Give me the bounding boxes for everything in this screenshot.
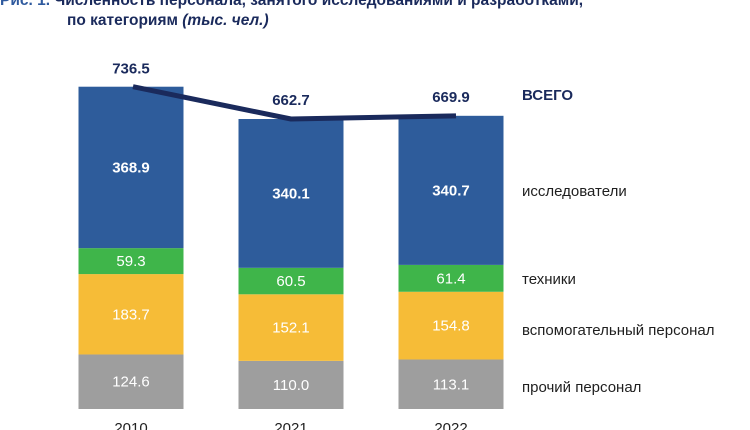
x-tick-2022: 2022 [434,420,467,430]
bar-segment-вспомогательный-персонал-2021 [238,294,344,361]
bar-segment-исследователи-2022 [398,115,504,265]
bar-segment-исследователи-2010 [78,86,184,249]
bar-segment-вспомогательный-персонал-2010 [78,274,184,355]
value-label-вспомогательный-персонал-2021: 152.1 [272,320,310,337]
value-label-исследователи-2010: 368.9 [112,159,150,176]
bar-segment-вспомогательный-персонал-2022 [398,291,504,360]
bar-segment-техники-2021 [238,267,344,295]
total-label-2010: 736.5 [112,61,150,78]
value-label-исследователи-2022: 340.7 [432,182,470,199]
total-label-2021: 662.7 [272,92,310,109]
x-tick-2010: 2010 [114,420,147,430]
legend-техники: техники [522,271,576,288]
total-label-2022: 669.9 [432,89,470,106]
bar-segment-прочий-персонал-2021 [238,360,344,409]
value-label-вспомогательный-персонал-2022: 154.8 [432,318,470,335]
value-label-вспомогательный-персонал-2010: 183.7 [112,306,150,323]
value-label-техники-2021: 60.5 [276,273,305,290]
bar-segment-прочий-персонал-2022 [398,359,504,409]
value-label-техники-2022: 61.4 [436,270,465,287]
bar-segment-исследователи-2021 [238,119,344,268]
x-tick-2021: 2021 [274,420,307,430]
legend-вспомогательный-персонал: вспомогательный персонал [522,322,715,339]
legend-исследователи: исследователи [522,183,627,200]
bar-segment-техники-2022 [398,264,504,292]
chart-title: Рис. 1. Численность персонала, занятого … [0,0,750,31]
figure-number: Рис. 1. [0,0,51,9]
bar-segment-прочий-персонал-2010 [78,354,184,409]
value-label-прочий-персонал-2021: 110.0 [273,377,309,394]
title-line-1: Численность персонала, занятого исследов… [54,0,584,9]
legend-total: ВСЕГО [522,87,573,104]
value-label-исследователи-2021: 340.1 [272,185,310,202]
legend-прочий-персонал: прочий персонал [522,379,641,396]
total-line [132,84,457,122]
title-line-2: по категориям [67,12,178,29]
bar-segment-техники-2010 [78,248,184,275]
value-label-прочий-персонал-2022: 113.1 [433,376,469,393]
value-label-прочий-персонал-2010: 124.6 [112,374,150,391]
title-units: (тыс. чел.) [182,12,269,29]
value-label-техники-2010: 59.3 [116,253,145,270]
